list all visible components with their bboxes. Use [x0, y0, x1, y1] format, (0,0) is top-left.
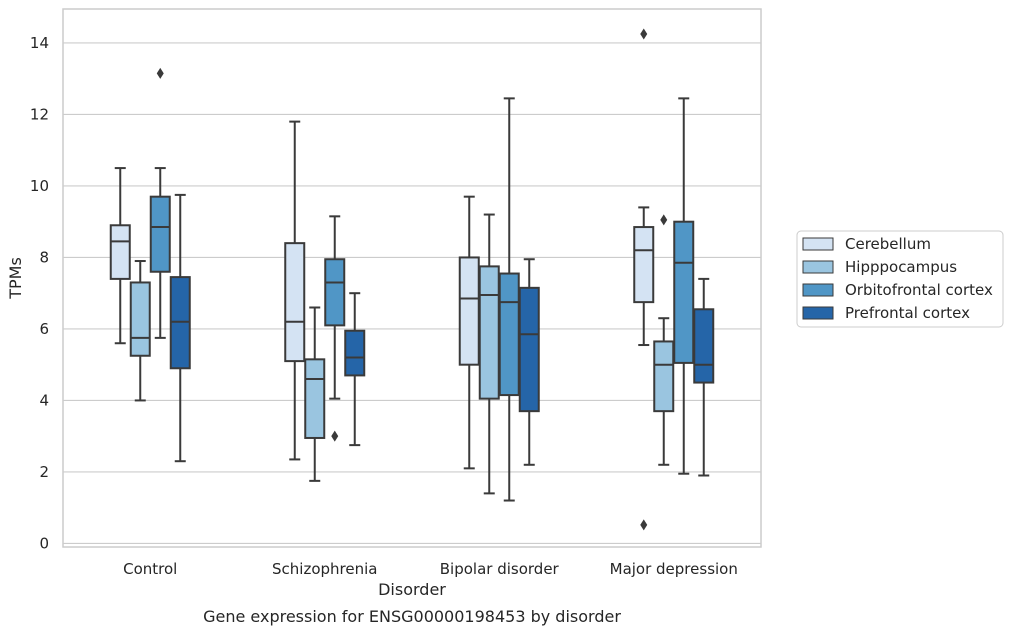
box-orbitofrontal-cortex: [149, 67, 171, 339]
grid-lines: [63, 42, 761, 545]
box-prefrontal-cortex: [518, 258, 540, 466]
box-hipppocampus: [478, 213, 500, 495]
legend: Cerebellum Hipppocampus Orbitofrontal cort…: [796, 230, 1004, 328]
box-iqr: [129, 281, 151, 357]
y-tick-label: 12: [30, 105, 49, 123]
box-iqr: [478, 265, 500, 400]
legend-label: Prefrontal cortex: [845, 304, 970, 322]
y-axis-label: TPMs: [6, 257, 25, 300]
box-hipppocampus: [653, 214, 675, 466]
box-prefrontal-cortex: [693, 277, 715, 477]
legend-swatch: [802, 237, 834, 251]
plot-frame: [62, 8, 762, 548]
box-iqr: [458, 256, 480, 366]
box-iqr: [149, 195, 171, 273]
box-hipppocampus: [304, 306, 326, 482]
x-tick-label: Major depression: [610, 560, 738, 578]
legend-label: Cerebellum: [845, 235, 931, 253]
outlier-point: [156, 67, 164, 79]
box-iqr: [109, 224, 131, 280]
box-prefrontal-cortex: [344, 292, 366, 447]
outlier-point: [640, 519, 648, 531]
legend-swatch: [802, 283, 834, 297]
figure-caption: Gene expression for ENSG00000198453 by d…: [203, 607, 621, 626]
box-cerebellum: [633, 28, 655, 531]
legend-label: Hipppocampus: [845, 258, 957, 276]
x-axis-label: Disorder: [378, 580, 446, 599]
box-iqr: [653, 340, 675, 413]
y-tick-labels: 0 2 4 6 8 10 12 14: [30, 34, 49, 552]
box-orbitofrontal-cortex: [324, 215, 346, 442]
box-hipppocampus: [129, 260, 151, 402]
legend-items: Cerebellum Hipppocampus Orbitofrontal cort…: [802, 235, 993, 322]
box-marks: [109, 28, 715, 531]
box-prefrontal-cortex: [169, 193, 191, 463]
box-iqr: [304, 358, 326, 439]
box-cerebellum: [458, 195, 480, 470]
outlier-point: [331, 430, 339, 442]
x-tick-label: Control: [123, 560, 177, 578]
x-tick-label: Bipolar disorder: [440, 560, 560, 578]
x-tick-label: Schizophrenia: [272, 560, 377, 578]
box-cerebellum: [109, 167, 131, 345]
legend-frame: [796, 230, 1004, 328]
y-tick-label: 10: [30, 177, 49, 195]
box-iqr: [633, 226, 655, 304]
box-iqr: [518, 286, 540, 413]
box-iqr: [284, 242, 306, 363]
y-tick-label: 8: [39, 248, 49, 266]
y-tick-label: 4: [39, 391, 49, 409]
box-iqr: [324, 258, 346, 327]
box-iqr: [693, 308, 715, 384]
box-cerebellum: [284, 120, 306, 461]
box-orbitofrontal-cortex: [673, 97, 695, 475]
y-tick-label: 0: [39, 534, 49, 552]
legend-swatch: [802, 260, 834, 274]
outlier-point: [660, 214, 668, 226]
box-iqr: [673, 220, 695, 364]
legend-label: Orbitofrontal cortex: [845, 281, 993, 299]
outlier-point: [640, 28, 648, 40]
x-tick-labels: Control Schizophrenia Bipolar disorder Majo…: [123, 560, 738, 578]
box-orbitofrontal-cortex: [498, 97, 520, 502]
box-iqr: [498, 272, 520, 397]
box-iqr: [344, 329, 366, 377]
legend-swatch: [802, 306, 834, 320]
y-tick-label: 6: [39, 320, 49, 338]
y-tick-label: 14: [30, 34, 49, 52]
y-tick-label: 2: [39, 463, 49, 481]
